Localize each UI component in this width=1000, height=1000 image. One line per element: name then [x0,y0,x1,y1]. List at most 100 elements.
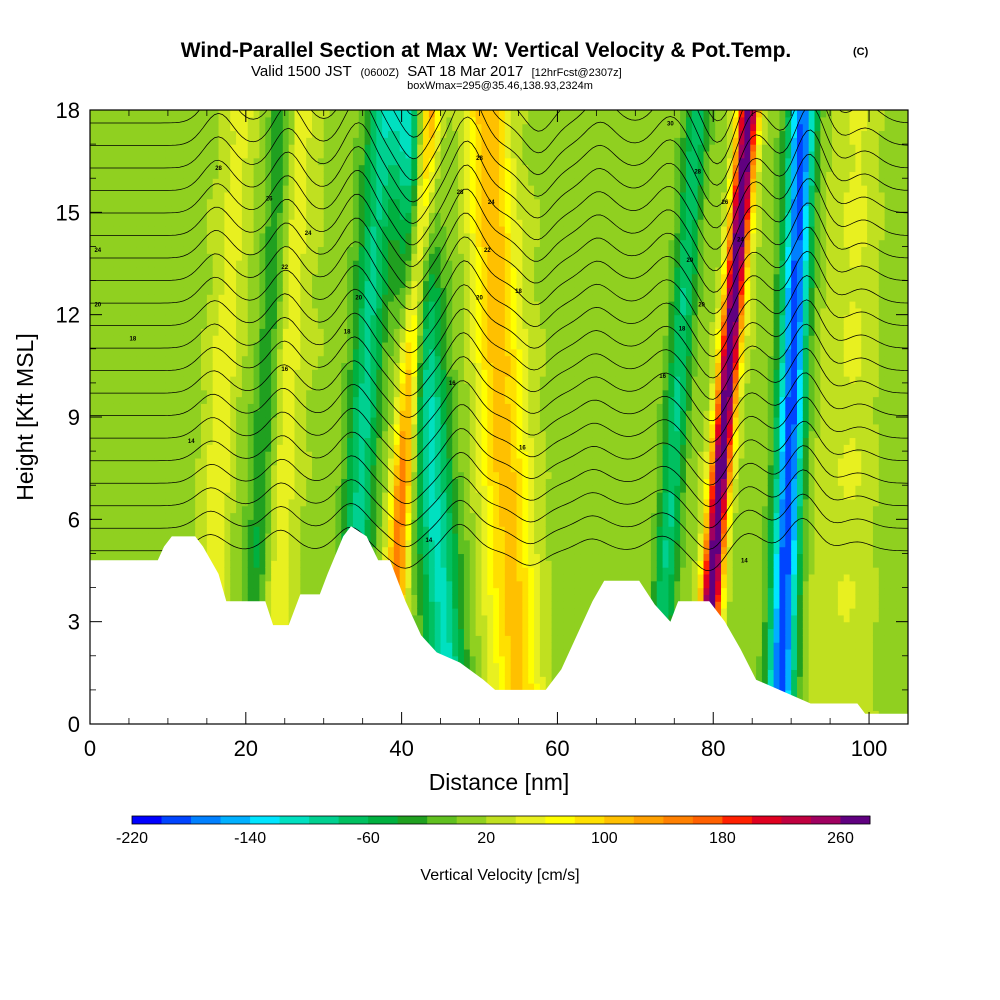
field-cell [136,532,144,541]
field-cell [288,546,296,555]
field-cell [130,396,138,404]
field-cell [376,389,383,398]
field-cell [201,150,208,159]
field-cell [382,287,389,295]
field-cell [230,560,237,568]
field-cell [347,519,354,527]
field-cell [271,498,278,507]
field-cell [183,382,190,391]
field-cell [212,444,220,452]
field-cell [300,573,307,582]
field-cell [154,553,161,561]
field-cell [212,451,220,459]
field-cell [317,110,325,118]
field-cell [376,417,383,425]
field-cell [393,232,401,241]
field-cell [347,280,354,288]
field-cell [259,587,266,595]
field-cell [148,553,155,561]
field-cell [253,573,261,582]
field-cell [142,444,150,452]
field-cell [393,341,401,350]
field-cell [218,546,225,555]
field-cell [300,246,307,254]
field-cell [95,369,103,377]
field-cell [224,437,231,445]
field-cell [253,314,261,323]
field-cell [148,171,155,179]
field-cell [387,307,395,316]
field-cell [212,321,220,329]
field-cell [189,225,196,234]
field-cell [236,444,243,452]
field-cell [282,532,290,541]
field-cell [358,171,366,179]
field-cell [230,225,237,234]
field-cell [364,144,372,152]
field-cell [312,410,319,418]
field-cell [125,430,132,439]
field-cell [259,328,266,336]
field-cell [136,348,144,357]
field-cell [142,532,150,541]
field-cell [376,519,383,527]
field-cell [329,123,336,132]
field-cell [335,512,342,520]
field-cell [201,219,208,227]
field-cell [189,498,196,507]
field-cell [399,355,407,364]
field-cell [247,116,255,125]
field-cell [387,362,395,370]
field-cell [130,287,138,295]
field-cell [230,273,237,282]
field-cell [241,239,249,248]
field-cell [125,328,132,336]
field-cell [294,587,301,595]
field-cell [358,423,366,432]
field-cell [142,539,150,548]
field-cell [230,239,237,248]
field-cell [306,335,313,343]
field-cell [165,266,173,275]
field-cell [125,232,132,241]
field-cell [142,553,150,561]
field-cell [347,512,354,520]
field-cell [265,280,272,288]
field-cell [90,376,97,384]
field-cell [201,137,208,145]
field-cell [171,444,179,452]
field-cell [300,532,307,541]
field-cell [177,137,185,145]
field-cell [230,314,237,323]
field-cell [241,157,249,166]
field-cell [236,198,243,207]
field-cell [90,457,97,466]
field-cell [119,137,126,145]
field-cell [294,110,301,118]
field-cell [142,457,150,466]
field-cell [323,116,331,125]
field-cell [177,123,185,132]
field-cell [130,423,138,432]
field-cell [341,191,348,200]
field-cell [148,280,155,288]
field-cell [183,219,190,227]
field-cell [312,355,319,364]
field-cell [148,294,155,302]
field-cell [399,532,407,541]
field-cell [376,505,383,514]
field-cell [271,423,278,432]
field-cell [364,478,372,486]
field-cell [148,410,155,418]
field-cell [265,464,272,473]
field-cell [90,444,97,452]
field-cell [101,376,109,384]
field-cell [206,301,214,309]
field-cell [405,116,412,125]
field-cell [312,396,319,404]
field-cell [399,382,407,391]
field-cell [294,417,301,425]
field-cell [218,526,225,534]
field-cell [90,280,97,288]
field-cell [230,382,237,391]
